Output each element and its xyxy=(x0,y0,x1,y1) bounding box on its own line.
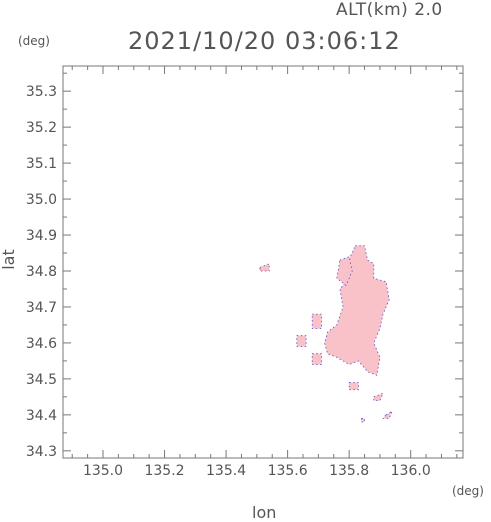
y-tick-label: 35.0 xyxy=(26,192,57,208)
y-tick-label: 35.1 xyxy=(26,156,57,172)
echo-regions xyxy=(259,245,393,423)
x-axis-label: lon xyxy=(252,503,277,522)
x-tick-label: 135.6 xyxy=(268,463,308,479)
y-tick-label: 34.7 xyxy=(26,300,57,316)
x-tick-labels: 135.0 135.2 135.4 135.6 135.8 136.0 xyxy=(83,463,431,479)
echo-west-small-1 xyxy=(296,335,307,347)
x-tick-label: 135.4 xyxy=(206,463,246,479)
y-tick-label: 34.4 xyxy=(26,408,57,424)
y-tick-label: 34.3 xyxy=(26,444,57,460)
echo-west-cell xyxy=(311,313,322,329)
y-tick-label: 35.2 xyxy=(26,120,57,136)
echo-south-cell-1 xyxy=(348,382,359,391)
y-tick-labels: 34.3 34.4 34.5 34.6 34.7 34.8 34.9 35.0 35.1 35.2… xyxy=(26,84,57,460)
major-ticks xyxy=(63,66,463,458)
y-tick-label: 34.6 xyxy=(26,336,57,352)
echo-south-cell-4 xyxy=(361,417,365,423)
x-axis-unit: (deg) xyxy=(452,484,484,498)
y-axis-unit: (deg) xyxy=(18,34,50,48)
x-tick-label: 136.0 xyxy=(391,463,431,479)
y-tick-label: 34.9 xyxy=(26,228,57,244)
x-tick-label: 135.0 xyxy=(83,463,123,479)
y-tick-label: 34.5 xyxy=(26,372,57,388)
echo-north-lobe xyxy=(336,256,353,286)
minor-ticks xyxy=(63,66,463,458)
echo-south-cell-2 xyxy=(373,392,384,401)
plot-frame xyxy=(62,65,464,459)
y-tick-label: 35.3 xyxy=(26,84,57,100)
echo-west-small-2 xyxy=(311,353,322,365)
y-tick-label: 34.8 xyxy=(26,264,57,280)
echo-main-echo xyxy=(324,245,390,376)
echo-south-cell-3 xyxy=(382,410,393,419)
x-tick-label: 135.2 xyxy=(144,463,184,479)
x-tick-label: 135.8 xyxy=(329,463,369,479)
altitude-label: ALT(km) 2.0 xyxy=(336,0,443,20)
echo-far-west-speck xyxy=(259,263,270,272)
timestamp-title: 2021/10/20 03:06:12 xyxy=(128,27,401,55)
